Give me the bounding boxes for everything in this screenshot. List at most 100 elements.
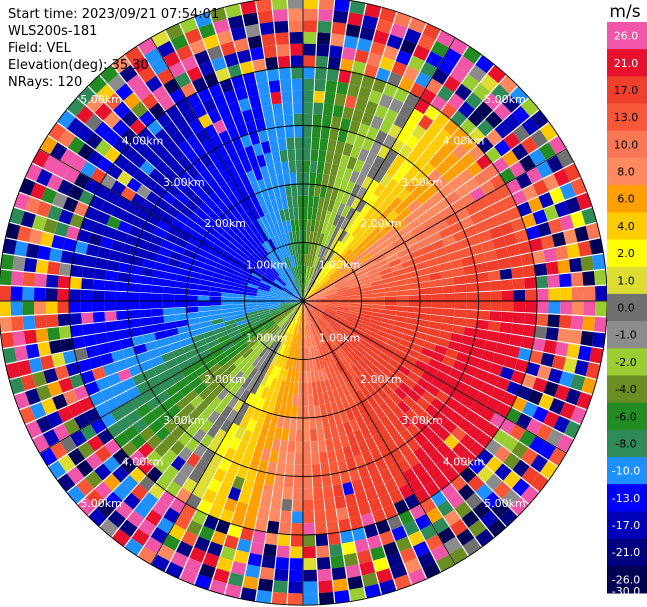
velocity-gate [420,162,436,177]
velocity-gate [339,118,352,132]
velocity-gate [505,407,522,424]
velocity-gate [381,243,395,254]
velocity-gate [152,269,166,279]
velocity-gate [333,176,343,190]
velocity-gate [315,55,329,69]
velocity-gate [375,67,391,83]
velocity-gate [260,448,272,462]
velocity-gate [205,232,218,244]
velocity-gate [357,86,372,101]
velocity-gate [417,353,432,365]
velocity-gate [372,360,385,372]
velocity-gate [406,164,421,179]
velocity-gate [294,137,303,150]
velocity-gate [362,137,374,152]
velocity-gate [290,322,296,335]
velocity-gate [250,322,263,331]
velocity-gate [315,345,321,358]
velocity-gate [200,433,214,448]
velocity-gate [222,342,235,352]
velocity-gate [62,389,79,406]
velocity-gate [36,200,52,218]
velocity-gate [351,364,362,377]
velocity-gate [461,335,475,347]
velocity-gate [391,183,405,197]
velocity-gate [271,353,280,366]
velocity-gate [338,518,352,532]
velocity-gate [253,342,264,354]
velocity-gate [516,413,533,430]
velocity-gate [318,580,333,594]
velocity-gate [330,337,340,349]
velocity-gate [282,320,291,331]
velocity-gate [475,391,491,406]
velocity-gate [293,382,299,395]
velocity-gate [416,211,431,225]
velocity-gate [568,329,583,345]
velocity-gate [571,286,584,301]
velocity-gate [317,273,327,284]
velocity-gate [303,148,311,161]
velocity-gate [566,343,581,359]
velocity-gate [272,103,283,116]
velocity-gate [324,354,332,367]
velocity-gate [42,155,60,173]
velocity-gate [23,257,38,273]
velocity-gate [273,248,282,261]
velocity-gate [245,240,256,252]
velocity-gate [466,425,483,441]
velocity-gate [268,238,277,251]
velocity-gate [13,192,30,210]
velocity-gate [393,274,406,282]
velocity-gate [326,295,338,299]
velocity-gate [263,45,277,59]
velocity-gate [409,503,426,520]
velocity-gate [325,304,338,309]
velocity-gate [258,346,269,358]
velocity-gate [185,164,200,179]
velocity-gate [310,255,315,268]
velocity-gate [416,268,429,277]
velocity-gate [227,126,240,141]
velocity-gate [303,301,312,310]
velocity-gate [364,3,382,19]
velocity-gate [154,128,171,145]
velocity-gate [393,473,408,489]
velocity-gate [521,117,540,136]
velocity-gate [315,357,321,370]
velocity-gate [309,267,314,279]
velocity-gate [357,465,370,479]
velocity-gate [335,282,347,289]
velocity-gate [257,10,274,24]
velocity-gate [10,271,24,286]
velocity-gate [460,193,475,208]
velocity-gate [425,404,440,419]
velocity-gate [303,382,308,395]
velocity-gate [337,306,350,311]
velocity-gate [514,229,529,243]
velocity-gate [283,320,292,332]
velocity-gate [465,283,479,293]
velocity-gate [265,200,274,214]
velocity-gate [47,381,63,397]
velocity-gate [62,350,77,365]
velocity-gate [97,342,111,356]
velocity-gate [413,446,428,462]
velocity-gate [156,254,170,265]
velocity-gate [33,301,46,315]
velocity-gate [288,310,297,320]
velocity-gate [148,419,164,434]
velocity-gate [211,243,225,254]
velocity-gate [384,478,399,494]
velocity-gate [273,341,282,354]
velocity-gate [73,413,90,430]
velocity-gate [252,445,264,460]
velocity-gate [334,0,350,12]
velocity-gate [123,92,141,110]
velocity-gate [443,293,456,301]
velocity-gate [250,46,265,61]
velocity-gate [521,213,537,229]
velocity-gate [227,100,242,116]
velocity-gate [216,557,233,573]
velocity-gate [233,310,246,316]
